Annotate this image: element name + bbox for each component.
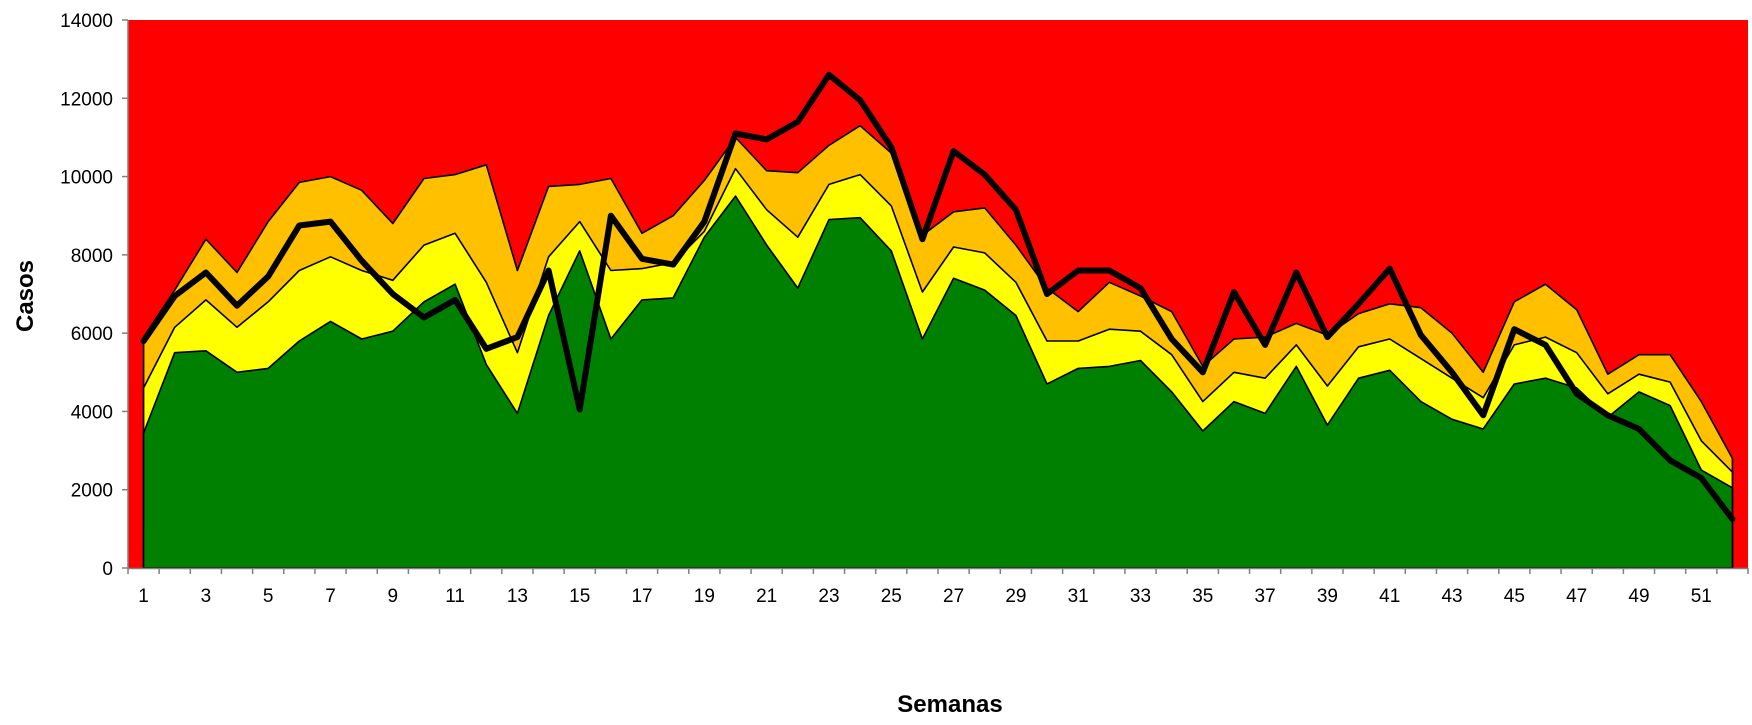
- x-tick-label: 25: [881, 586, 902, 607]
- x-tick-label: 43: [1441, 586, 1462, 607]
- y-tick-label: 0: [102, 559, 113, 580]
- x-tick-label: 9: [388, 586, 399, 607]
- y-tick-label: 14000: [60, 11, 113, 32]
- area-layers: [128, 20, 1748, 568]
- x-tick-label: 41: [1379, 586, 1400, 607]
- x-tick-label: 7: [325, 586, 336, 607]
- x-tick-label: 19: [694, 586, 715, 607]
- y-tick-label: 12000: [60, 89, 113, 110]
- x-tick-label: 27: [943, 586, 964, 607]
- x-tick-label: 33: [1130, 586, 1151, 607]
- x-tick-label: 23: [818, 586, 839, 607]
- plot-area: [122, 20, 1748, 574]
- x-tick-label: 47: [1566, 586, 1587, 607]
- y-tick-label: 8000: [71, 246, 113, 267]
- x-tick-label: 21: [756, 586, 777, 607]
- y-axis-title: Casos: [12, 260, 39, 332]
- x-tick-label: 3: [201, 586, 212, 607]
- x-tick-label: 45: [1504, 586, 1525, 607]
- y-tick-label: 4000: [71, 402, 113, 423]
- x-tick-label: 5: [263, 586, 274, 607]
- x-tick-label: 11: [445, 586, 465, 607]
- x-tick-label: 35: [1192, 586, 1213, 607]
- y-tick-label: 6000: [71, 324, 113, 345]
- x-tick-label: 51: [1691, 586, 1712, 607]
- x-tick-label: 15: [569, 586, 590, 607]
- x-tick-label: 1: [138, 586, 149, 607]
- x-tick-label: 49: [1628, 586, 1649, 607]
- x-tick-label: 39: [1317, 586, 1338, 607]
- x-tick-label: 17: [631, 586, 652, 607]
- y-tick-label: 10000: [60, 168, 113, 189]
- x-axis-title: Semanas: [897, 691, 1002, 718]
- y-tick-label: 2000: [71, 481, 113, 502]
- x-tick-label: 29: [1005, 586, 1026, 607]
- x-tick-label: 31: [1068, 586, 1089, 607]
- y-tick-labels: 0 2000 4000 6000 8000 10000 12000 14000: [60, 11, 113, 580]
- x-tick-label: 13: [507, 586, 528, 607]
- x-tick-label: 37: [1255, 586, 1276, 607]
- x-tick-labels: 1357911131517192123252729313335373941434…: [138, 586, 1712, 607]
